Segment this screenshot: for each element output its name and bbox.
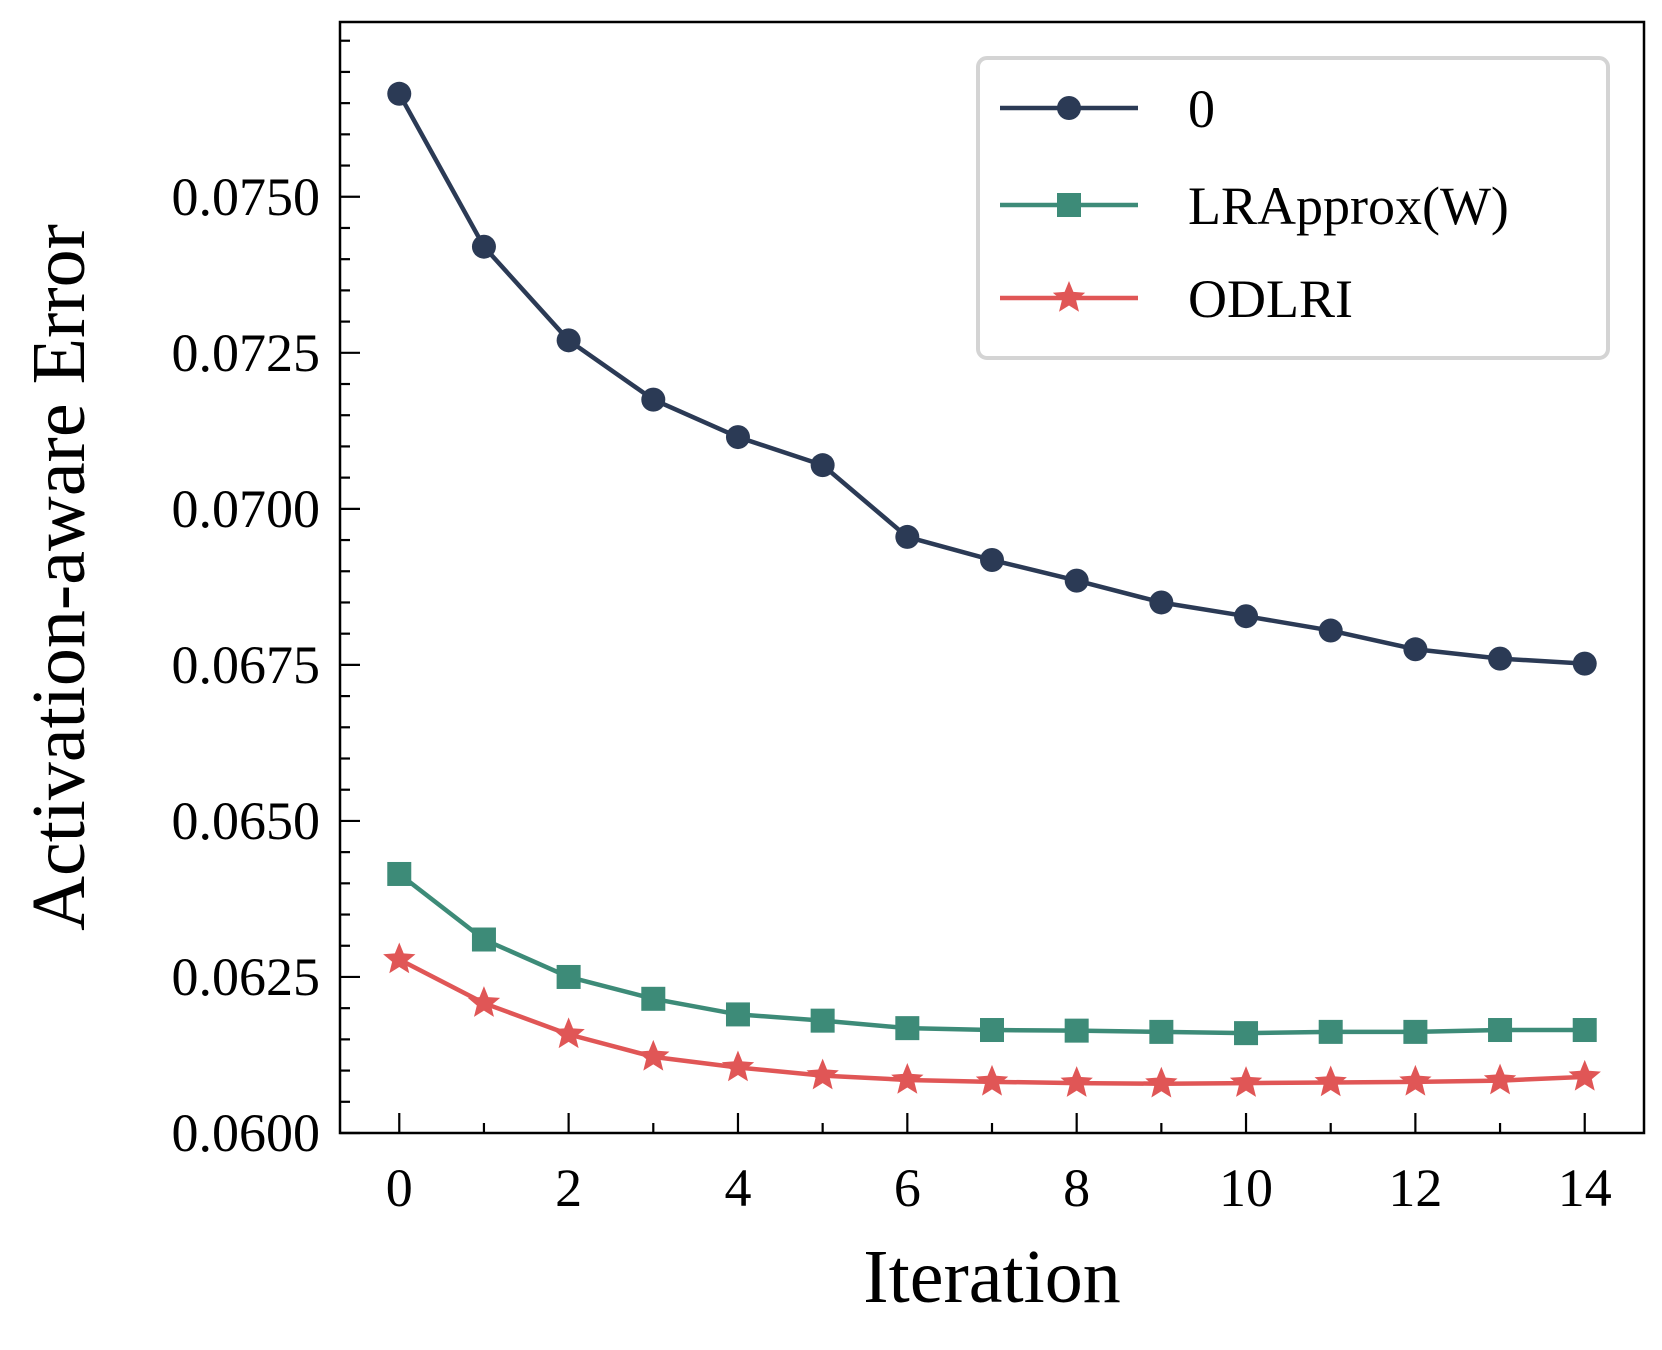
data-point-odlri [1229, 1066, 1263, 1097]
data-point-zero [810, 453, 835, 478]
data-point-odlri [806, 1058, 839, 1090]
y-tick-label: 0.0750 [172, 167, 321, 227]
data-point-lrapprox-w [1234, 1021, 1259, 1046]
data-point-zero [1488, 646, 1513, 671]
data-point-zero [471, 234, 496, 259]
major-ticks [340, 195, 1586, 1135]
minor-ticks [340, 39, 1502, 1133]
x-tick-label: 8 [1063, 1158, 1090, 1218]
data-point-odlri [721, 1050, 755, 1082]
data-point-odlri [467, 986, 501, 1017]
data-point-zero [1318, 618, 1343, 643]
data-point-lrapprox-w [471, 927, 496, 952]
data-point-odlri [1399, 1064, 1432, 1096]
data-point-zero [641, 387, 666, 412]
legend-box [976, 56, 1610, 360]
data-point-odlri [1483, 1063, 1517, 1095]
data-point-odlri [1568, 1059, 1601, 1091]
data-point-odlri [891, 1062, 924, 1094]
data-point-lrapprox-w [810, 1008, 835, 1033]
x-tick-label: 0 [386, 1158, 413, 1218]
data-point-zero [1572, 651, 1597, 676]
y-tick-label: 0.0650 [172, 791, 321, 851]
data-point-zero [387, 81, 412, 106]
legend-marker-zero [1057, 96, 1081, 120]
data-point-lrapprox-w [895, 1016, 920, 1041]
data-point-zero [895, 524, 920, 549]
x-tick-label: 12 [1388, 1158, 1442, 1218]
x-tick-label: 4 [724, 1158, 751, 1218]
x-axis-label: Iteration [863, 1235, 1120, 1319]
legend-entries: 0 LRApprox(W) ODLRI [1000, 79, 1509, 329]
data-point-lrapprox-w [556, 964, 581, 989]
data-point-lrapprox-w [1318, 1019, 1343, 1044]
legend-label-lrapprox-w: LRApprox(W) [1188, 176, 1509, 236]
data-point-lrapprox-w [1572, 1018, 1597, 1043]
data-point-lrapprox-w [1488, 1018, 1513, 1043]
data-point-odlri [383, 942, 416, 974]
legend: 0 LRApprox(W) ODLRI [976, 56, 1610, 360]
data-point-odlri [637, 1039, 670, 1071]
data-point-zero [1064, 568, 1089, 593]
data-point-lrapprox-w [387, 861, 412, 886]
y-axis-label: Activation-aware Error [17, 224, 101, 931]
data-point-zero [1234, 604, 1259, 629]
data-point-zero [556, 328, 581, 353]
x-tick-label: 14 [1558, 1158, 1612, 1218]
data-point-odlri [1314, 1065, 1347, 1097]
x-tick-label: 10 [1219, 1158, 1273, 1218]
data-point-lrapprox-w [1149, 1019, 1174, 1044]
data-point-odlri [1060, 1066, 1093, 1097]
data-point-odlri [552, 1017, 585, 1049]
y-tick-label: 0.0725 [172, 323, 321, 383]
legend-entry-zero: 0 [1000, 79, 1215, 139]
data-point-lrapprox-w [725, 1002, 750, 1027]
series-zero [387, 81, 1597, 676]
data-point-odlri [975, 1064, 1009, 1096]
series-layer [383, 81, 1601, 1098]
series-line-lrapprox-w [397, 871, 1587, 1036]
legend-label-zero: 0 [1188, 79, 1215, 139]
data-point-zero [725, 425, 750, 450]
data-point-odlri [1145, 1066, 1178, 1098]
tick-labels: 0.0600 0.0625 0.0650 0.0675 0.0700 0.0725 0.07… [172, 167, 1612, 1218]
legend-marker-lrapprox-w [1057, 193, 1081, 217]
data-point-zero [980, 548, 1004, 573]
data-point-lrapprox-w [1403, 1019, 1428, 1044]
y-tick-label: 0.0625 [172, 947, 321, 1007]
plot-frame [338, 20, 1646, 1135]
series-odlri [383, 942, 1601, 1098]
y-tick-label: 0.0700 [172, 479, 321, 539]
legend-label-odlri: ODLRI [1188, 269, 1353, 329]
x-tick-label: 6 [894, 1158, 921, 1218]
x-tick-label: 2 [555, 1158, 582, 1218]
data-point-lrapprox-w [1064, 1018, 1089, 1043]
series-lrapprox-w [387, 861, 1597, 1046]
legend-entry-lrapprox-w: LRApprox(W) [1000, 176, 1509, 236]
data-point-lrapprox-w [980, 1018, 1004, 1043]
legend-entry-odlri: ODLRI [1000, 269, 1353, 329]
y-tick-label: 0.0675 [172, 635, 321, 695]
legend-marker-odlri [1052, 281, 1086, 312]
y-tick-label: 0.0600 [172, 1103, 321, 1163]
data-point-lrapprox-w [641, 986, 666, 1011]
data-point-zero [1403, 637, 1428, 662]
data-point-zero [1149, 590, 1174, 615]
